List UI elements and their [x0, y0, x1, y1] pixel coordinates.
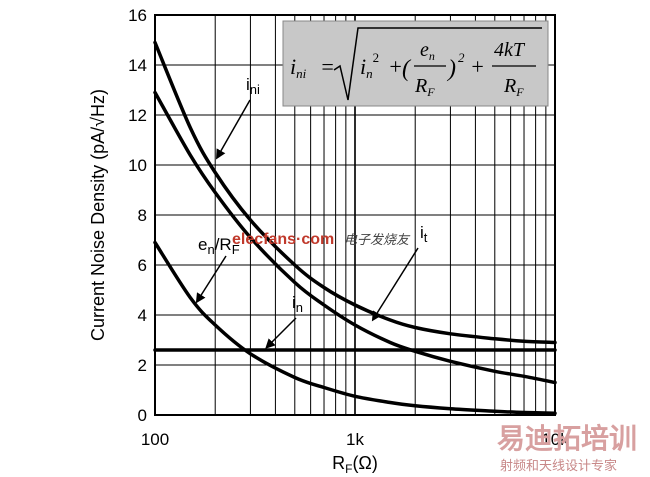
formula-num2: 4kT: [494, 39, 526, 61]
x-tick-label: 100: [141, 430, 169, 449]
formula-open-paren: (: [402, 56, 412, 82]
tick-labels: 0 2 4 6 8 10 12 14 16 100 1k 10k: [128, 6, 569, 449]
formula-den1: RF: [414, 75, 435, 99]
arrow-i-t: [371, 247, 419, 322]
watermark-brand: 易迪拓培训: [497, 422, 637, 455]
formula-background: [282, 20, 549, 107]
formula-radical: [333, 27, 542, 101]
y-axis-title: Current Noise Density (pA/√Hz): [88, 89, 108, 341]
y-tick-label: 6: [138, 256, 147, 275]
x-axis-title: RF(Ω): [332, 453, 378, 476]
formula-plus-1: +: [388, 54, 403, 79]
formula-close-paren: ): [446, 56, 456, 82]
y-tick-label: 16: [128, 6, 147, 25]
series-line-i-ni: [153, 40, 557, 345]
series-lines: [153, 40, 557, 416]
watermark-site: elecfans·com: [232, 231, 334, 248]
label-i-n: in: [292, 293, 303, 315]
formula-den2: RF: [503, 75, 524, 99]
arrow-i-n: [265, 317, 297, 349]
arrow-en-rf: [195, 255, 227, 304]
formula-term1: in2: [360, 50, 379, 81]
formula-equals: =: [320, 54, 335, 79]
y-tick-label: 4: [138, 306, 147, 325]
y-tick-label: 0: [138, 406, 147, 425]
y-tick-label: 10: [128, 156, 147, 175]
y-tick-label: 14: [128, 56, 147, 75]
y-tick-label: 2: [138, 356, 147, 375]
plot-frame: [154, 14, 556, 416]
watermark-brand-sub: 射频和天线设计专家: [500, 458, 617, 474]
series-line-i-t: [153, 90, 557, 385]
label-i-t: it: [420, 223, 428, 245]
label-en-rf: en/RF: [198, 235, 240, 257]
y-tick-label: 12: [128, 106, 147, 125]
x-tick-label: 1k: [346, 430, 364, 449]
x-tick-label: 10k: [541, 430, 569, 449]
label-i-ni: ini: [246, 75, 260, 97]
formula-exp2: 2: [458, 50, 465, 65]
formula-num1: en: [420, 39, 435, 63]
series-line-e-n-r-f: [153, 240, 557, 416]
arrow-i-ni: [216, 99, 251, 160]
formula-box: ini = in2 + ( en RF ) 2 + 4kT RF: [282, 20, 549, 107]
y-tick-label: 8: [138, 206, 147, 225]
watermark-site-cn: 电子发烧友: [344, 232, 411, 247]
formula-plus-2: +: [470, 54, 485, 79]
formula-lhs: ini: [290, 54, 307, 81]
